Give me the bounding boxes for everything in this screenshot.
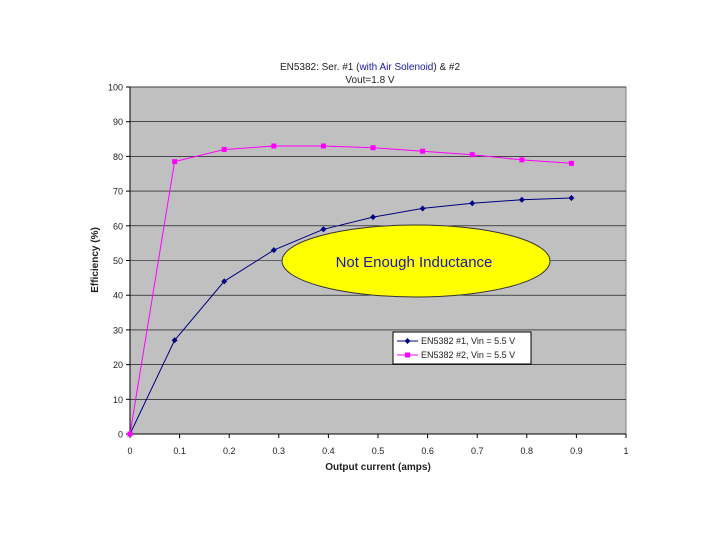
annotation-ellipse	[281, 224, 551, 298]
data-point	[221, 278, 228, 285]
data-point	[469, 200, 476, 207]
x-tick-label: 0.2	[223, 446, 236, 456]
data-point	[568, 195, 575, 202]
x-tick-label: 0.1	[173, 446, 186, 456]
legend-label-series-2: EN5382 #2, Vin = 5.5 V	[421, 350, 515, 360]
y-tick-label: 10	[113, 395, 123, 405]
data-point	[469, 152, 475, 158]
y-tick-label: 90	[113, 117, 123, 127]
y-tick-label: 30	[113, 325, 123, 335]
annotation-text: Not Enough Inductance	[336, 254, 493, 271]
series-line-2	[129, 145, 572, 435]
data-point	[568, 160, 574, 166]
x-tick-label: 0.7	[471, 446, 484, 456]
x-tick-label: 1	[623, 446, 628, 456]
y-tick-label: 70	[113, 187, 123, 197]
data-point	[172, 159, 178, 165]
x-tick-label: 0.5	[372, 446, 385, 456]
data-point	[419, 205, 426, 212]
legend-box	[392, 331, 532, 365]
y-axis-ticks: 0 10 20 30 40 50 60 70 80 90 100	[108, 83, 130, 440]
y-tick-label: 0	[118, 430, 123, 440]
y-tick-label: 40	[113, 291, 123, 301]
data-point	[518, 196, 525, 203]
series-2	[127, 143, 574, 437]
legend-marker-series-1	[404, 338, 411, 344]
y-tick-label: 20	[113, 360, 123, 370]
data-point	[270, 247, 277, 254]
data-point	[320, 143, 326, 149]
data-point	[370, 145, 376, 151]
legend-marker-series-2	[405, 352, 410, 358]
grid-lines	[130, 86, 626, 400]
x-axis-ticks: 0 0.1 0.2 0.3 0.4 0.5 0.6 0.7 0.8 0.9 1	[127, 434, 629, 456]
chart-subtitle: Vout=1.8 V	[345, 75, 395, 86]
x-tick-label: 0.3	[273, 446, 286, 456]
legend-label-series-1: EN5382 #1, Vin = 5.5 V	[421, 336, 515, 346]
y-tick-label: 80	[113, 152, 123, 162]
data-point	[370, 214, 377, 221]
x-tick-label: 0	[127, 446, 132, 456]
annotation: Not Enough Inductance	[281, 224, 551, 298]
data-point	[221, 146, 227, 152]
data-point	[171, 337, 178, 344]
series-group	[127, 143, 575, 437]
y-tick-label: 50	[113, 256, 123, 266]
data-point	[127, 431, 133, 437]
x-axis-label: Output current (amps)	[325, 462, 431, 473]
y-tick-label: 100	[108, 83, 123, 93]
data-point	[320, 226, 327, 233]
x-tick-label: 0.8	[521, 446, 534, 456]
data-point	[271, 143, 277, 149]
series-line-1	[129, 197, 572, 435]
y-axis-label: Efficiency (%)	[90, 227, 101, 293]
y-tick-label: 60	[113, 221, 123, 231]
legend: EN5382 #1, Vin = 5.5 V EN5382 #2, Vin = …	[392, 331, 532, 365]
x-tick-label: 0.6	[421, 446, 434, 456]
x-tick-label: 0.4	[322, 446, 335, 456]
data-point	[519, 157, 525, 163]
x-tick-label: 0.9	[570, 446, 583, 456]
chart-title: EN5382: Ser. #1 (with Air Solenoid) & #2	[280, 62, 461, 73]
data-point	[420, 148, 426, 154]
